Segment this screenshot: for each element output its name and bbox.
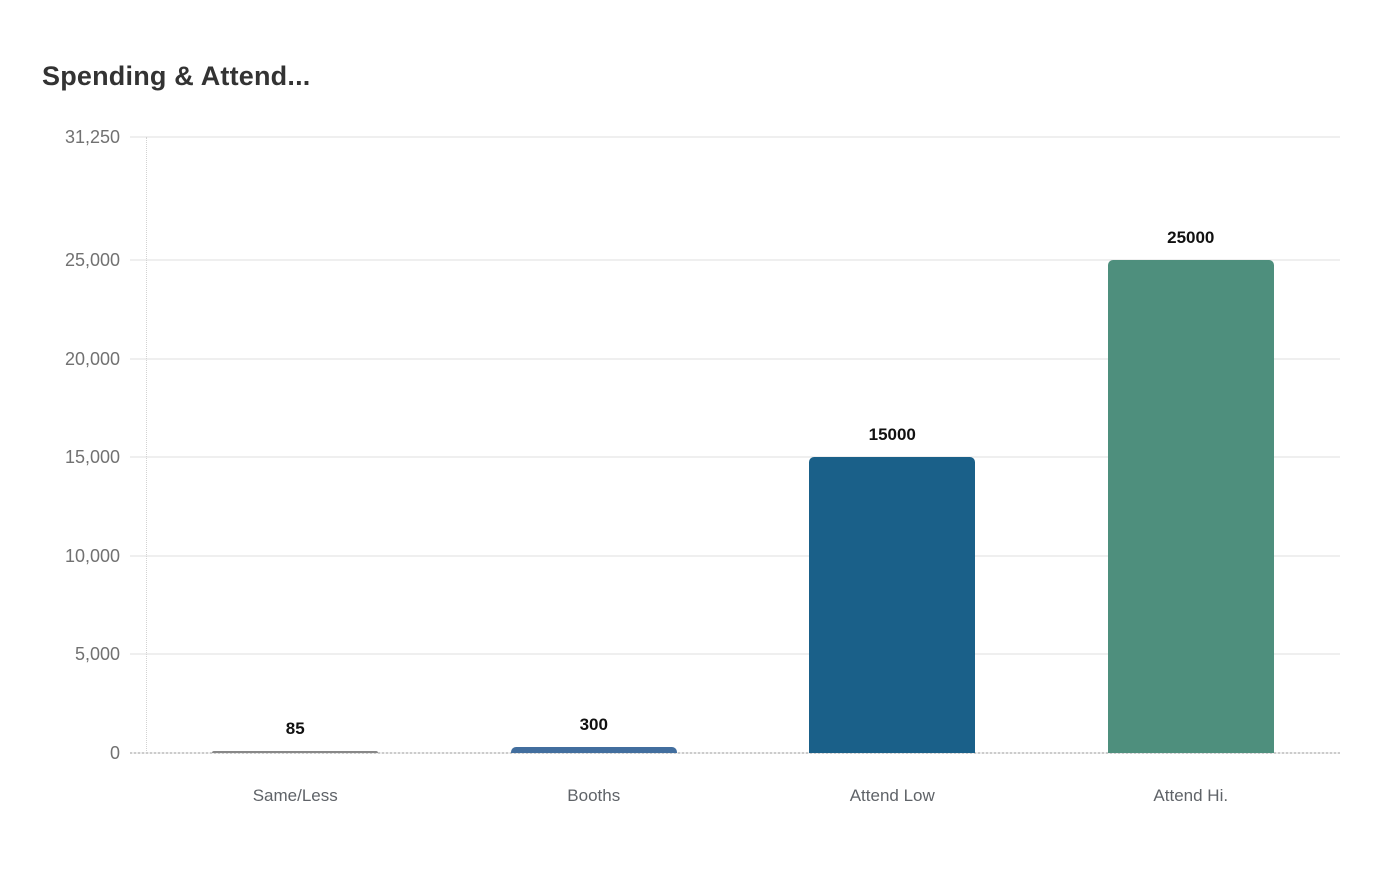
- bar-slot-attend-hi: 25000: [1042, 137, 1341, 753]
- gridline-15000: [130, 456, 1340, 459]
- bars-container: 85 300 15000 25000: [146, 137, 1340, 753]
- y-tick-label-20000: 20,000: [64, 348, 120, 369]
- y-tick-label-10000: 10,000: [64, 545, 120, 566]
- x-tick-label-booths: Booths: [567, 786, 621, 805]
- bar-value-label-same-less: 85: [285, 719, 305, 739]
- y-axis-line: [146, 137, 147, 753]
- bar-booths: [510, 747, 677, 753]
- bar-value-label-attend-hi: 25000: [1167, 228, 1215, 248]
- y-tick-label-31250: 31,250: [64, 127, 120, 147]
- x-tick-label-attend-hi: Attend Hi.: [1153, 786, 1229, 805]
- y-tick-label-15000: 15,000: [64, 447, 120, 468]
- gridline-5000: [130, 653, 1340, 656]
- bar-same-less: [212, 751, 379, 753]
- x-axis-line: [130, 752, 1340, 754]
- gridline-31250: [130, 136, 1340, 138]
- bar-attend-low: [809, 457, 976, 753]
- plot-area: 85 300 15000 25000: [130, 136, 1340, 754]
- bar-slot-attend-low: 15000: [743, 137, 1042, 753]
- x-tick-label-attend-low: Attend Low: [849, 786, 935, 805]
- gridline-20000: [130, 357, 1340, 360]
- bar-slot-booths: 300: [445, 137, 744, 753]
- bar-value-label-booths: 300: [579, 715, 608, 735]
- bar-attend-hi: [1107, 260, 1274, 753]
- bar-slot-same-less: 85: [146, 137, 445, 753]
- y-tick-label-5000: 5,000: [74, 644, 120, 665]
- gridline-10000: [130, 554, 1340, 557]
- y-tick-label-0: 0: [109, 743, 120, 763]
- y-axis-labels: 31,250 25,000 20,000 15,000 10,000 5,000 0: [0, 127, 120, 763]
- bar-value-label-attend-low: 15000: [868, 425, 916, 445]
- gridline-25000: [130, 259, 1340, 262]
- x-axis-labels: Same/Less Booths Attend Low Attend Hi.: [146, 784, 1340, 808]
- x-tick-label-same-less: Same/Less: [252, 786, 338, 805]
- chart-title: Spending & Attend...: [42, 61, 311, 91]
- y-tick-label-25000: 25,000: [64, 250, 120, 271]
